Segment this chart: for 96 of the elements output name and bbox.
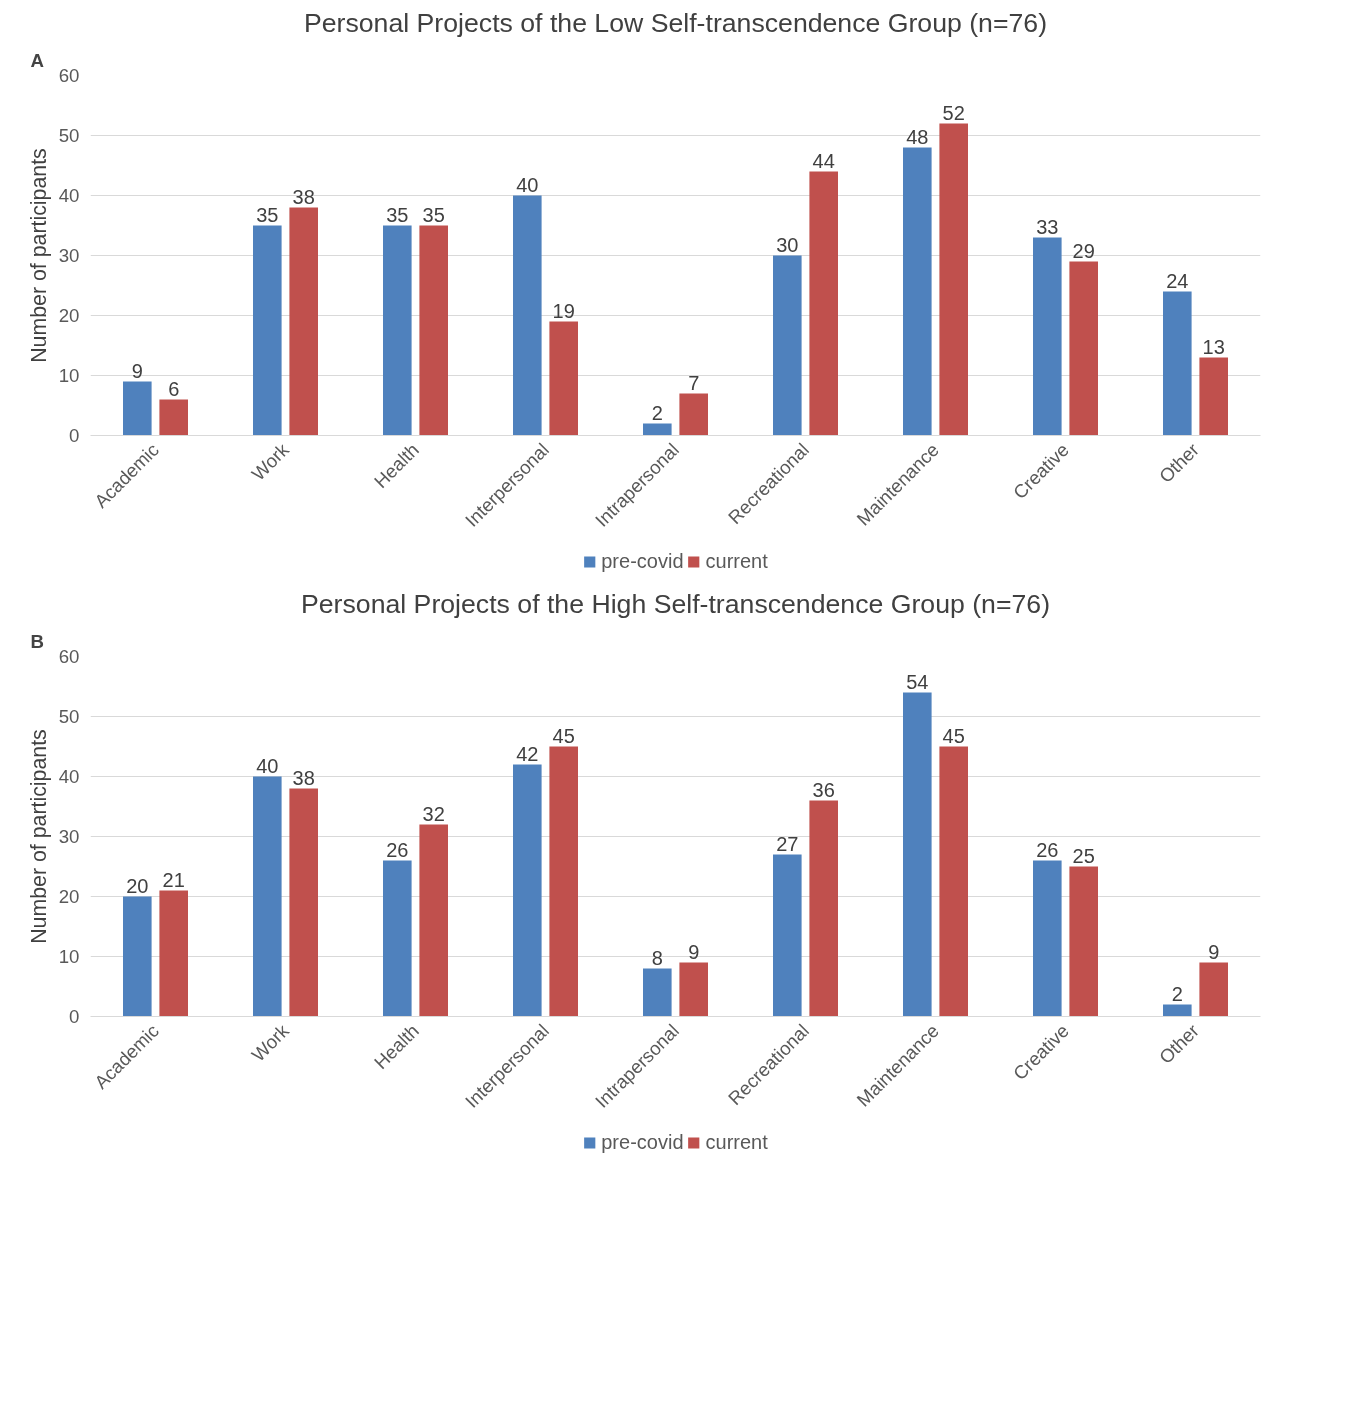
data-label: 42	[516, 742, 539, 765]
bar	[643, 968, 672, 1017]
y-tick-label: 30	[58, 245, 80, 266]
data-label: 45	[942, 724, 965, 747]
bar	[1199, 357, 1228, 436]
bar	[289, 788, 318, 1017]
data-label: 44	[812, 149, 835, 172]
y-tick-label: 50	[58, 706, 80, 727]
data-label: 24	[1166, 269, 1189, 292]
data-label: 2	[1171, 982, 1183, 1005]
data-label: 6	[168, 377, 180, 400]
bar	[1163, 1004, 1192, 1017]
data-label: 8	[651, 946, 663, 969]
data-label: 19	[552, 299, 575, 322]
legend-label: pre-covid	[601, 1130, 684, 1154]
y-tick-label: 60	[58, 65, 80, 86]
data-label: 26	[1036, 838, 1059, 861]
bar	[513, 764, 542, 1017]
y-axis-title: Number of participants	[26, 148, 51, 363]
data-label: 35	[422, 203, 445, 226]
y-tick-label: 20	[58, 886, 80, 907]
chart-title: Personal Projects of the High Self-transcendence Group (n=76)	[301, 588, 1051, 619]
bar	[159, 890, 188, 1017]
bar	[773, 255, 802, 436]
data-label: 52	[942, 101, 965, 124]
bar	[939, 746, 968, 1017]
y-tick-label: 10	[58, 946, 80, 967]
bar	[1069, 261, 1098, 436]
bar	[383, 225, 412, 436]
y-tick-label: 30	[58, 826, 80, 847]
data-label: 20	[126, 874, 149, 897]
bar	[679, 393, 708, 436]
bar	[643, 423, 672, 436]
y-tick-label: 40	[58, 185, 80, 206]
bar	[383, 860, 412, 1017]
y-tick-label: 10	[58, 365, 80, 386]
data-label: 38	[292, 766, 315, 789]
bar	[159, 399, 188, 436]
bar	[809, 171, 838, 436]
data-label: 33	[1036, 215, 1059, 238]
bar	[549, 746, 578, 1017]
data-label: 9	[688, 940, 700, 963]
bar	[903, 147, 932, 436]
data-label: 26	[386, 838, 409, 861]
bar	[1199, 962, 1228, 1017]
y-tick-label: 50	[58, 125, 80, 146]
data-label: 2	[651, 401, 663, 424]
bar	[1069, 866, 1098, 1017]
data-label: 13	[1202, 335, 1225, 358]
data-label: 25	[1072, 844, 1095, 867]
data-label: 9	[1208, 940, 1220, 963]
bar	[549, 321, 578, 436]
data-label: 29	[1072, 239, 1095, 262]
bar	[253, 776, 282, 1017]
bar	[1033, 860, 1062, 1017]
data-label: 54	[906, 670, 929, 693]
bar	[903, 692, 932, 1017]
bar	[1033, 237, 1062, 436]
data-label: 35	[256, 203, 279, 226]
text: A	[30, 49, 44, 71]
legend-label: current	[705, 1130, 768, 1154]
data-label: 38	[292, 185, 315, 208]
bar	[679, 962, 708, 1017]
data-label: 40	[256, 754, 279, 777]
data-label: 40	[516, 173, 539, 196]
data-label: 30	[776, 233, 799, 256]
data-label: 36	[812, 778, 835, 801]
data-label: 21	[162, 868, 185, 891]
data-label: 35	[386, 203, 409, 226]
y-tick-label: 60	[58, 646, 80, 667]
bar	[809, 800, 838, 1017]
bar	[1163, 291, 1192, 436]
y-axis-title: Number of participants	[26, 729, 51, 944]
data-label: 27	[776, 832, 799, 855]
data-label: 32	[422, 802, 445, 825]
data-label: 9	[131, 359, 143, 382]
y-tick-label: 40	[58, 766, 80, 787]
bar	[253, 225, 282, 436]
legend-label: current	[705, 549, 768, 573]
bar	[419, 824, 448, 1017]
legend-label: pre-covid	[601, 549, 684, 573]
y-tick-label: 20	[58, 305, 80, 326]
bar	[123, 896, 152, 1017]
data-label: 7	[688, 371, 700, 394]
bar	[289, 207, 318, 436]
bar	[123, 381, 152, 436]
chart-title: Personal Projects of the Low Self-transcendence Group (n=76)	[303, 7, 1048, 38]
y-tick-label: 0	[69, 1006, 80, 1027]
y-tick-label: 0	[69, 425, 80, 446]
data-label: 48	[906, 125, 929, 148]
bar	[773, 854, 802, 1017]
data-label: 45	[552, 724, 575, 747]
bar	[513, 195, 542, 436]
text: B	[30, 630, 44, 652]
bar	[939, 123, 968, 436]
bar	[419, 225, 448, 436]
